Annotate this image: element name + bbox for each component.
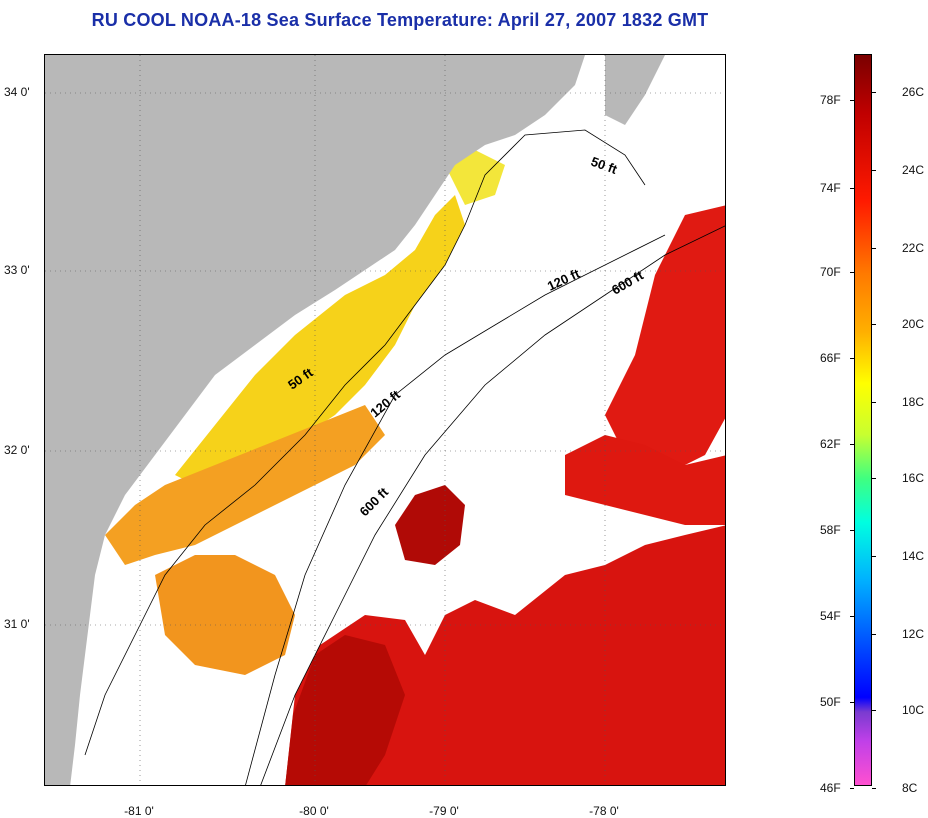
colorbar-c-label: 18C: [902, 395, 925, 409]
colorbar-tick: [850, 358, 854, 359]
offshore-hot-patch: [395, 485, 465, 565]
colorbar-tick: [872, 170, 876, 171]
colorbar-tick: [872, 710, 876, 711]
colorbar-f-label: 58F: [820, 523, 841, 537]
colorbar-f-label: 70F: [820, 265, 841, 279]
colorbar-c-label: 24C: [902, 163, 925, 177]
colorbar-tick: [872, 556, 876, 557]
offshore-warm-region: [605, 205, 725, 475]
colorbar-tick: [850, 788, 854, 789]
colorbar-tick: [872, 402, 876, 403]
northern-shelf-yellow: [445, 150, 505, 205]
colorbar-tick: [850, 530, 854, 531]
gulf-stream-core: [285, 635, 405, 785]
colorbar-f-label: 50F: [820, 695, 841, 709]
x-tick-label: -79 0': [429, 804, 459, 818]
colorbar-f-label: 66F: [820, 351, 841, 365]
land-northeast: [605, 55, 665, 125]
colorbar-c-label: 14C: [902, 549, 925, 563]
colorbar-tick: [850, 616, 854, 617]
colorbar-tick: [850, 100, 854, 101]
southern-shelf-orange: [155, 555, 295, 675]
colorbar-tick: [872, 788, 876, 789]
colorbar-tick: [850, 272, 854, 273]
colorbar-tick: [872, 248, 876, 249]
colorbar-tick: [872, 634, 876, 635]
colorbar-f-label: 74F: [820, 181, 841, 195]
colorbar-f-label: 54F: [820, 609, 841, 623]
colorbar-f-label: 46F: [820, 781, 841, 795]
colorbar-c-label: 8C: [902, 781, 918, 795]
sst-map[interactable]: 50 ft 120 ft 600 ft 50 ft 120 ft 600 ft: [44, 54, 726, 786]
x-tick-label: -78 0': [589, 804, 619, 818]
land-mass: [45, 55, 585, 785]
offshore-red-band: [565, 435, 725, 525]
sst-map-canvas: 50 ft 120 ft 600 ft 50 ft 120 ft 600 ft: [45, 55, 725, 785]
colorbar-tick: [850, 188, 854, 189]
colorbar-tick: [872, 324, 876, 325]
colorbar-tick: [850, 702, 854, 703]
colorbar-c-label: 22C: [902, 241, 925, 255]
colorbar-tick: [872, 92, 876, 93]
colorbar-tick: [850, 444, 854, 445]
colorbar-c-label: 26C: [902, 85, 925, 99]
colorbar-c-label: 16C: [902, 471, 925, 485]
shelf-yellow-water: [175, 195, 465, 495]
map-title: RU COOL NOAA-18 Sea Surface Temperature:…: [91, 10, 709, 30]
colorbar-c-label: 20C: [902, 317, 925, 331]
lat-lon-grid: [45, 55, 725, 785]
y-tick-label: 34 0': [4, 85, 30, 99]
x-tick-label: -80 0': [299, 804, 329, 818]
temperature-colorbar: [854, 54, 872, 786]
colorbar-c-label: 10C: [902, 703, 925, 717]
y-tick-label: 32 0': [4, 443, 30, 457]
y-tick-label: 33 0': [4, 263, 30, 277]
colorbar-tick: [872, 478, 876, 479]
x-tick-label: -81 0': [124, 804, 154, 818]
colorbar-f-label: 62F: [820, 437, 841, 451]
colorbar-f-label: 78F: [820, 93, 841, 107]
colorbar-c-label: 12C: [902, 627, 925, 641]
isobath-50ft: [84, 129, 646, 756]
y-tick-label: 31 0': [4, 617, 30, 631]
